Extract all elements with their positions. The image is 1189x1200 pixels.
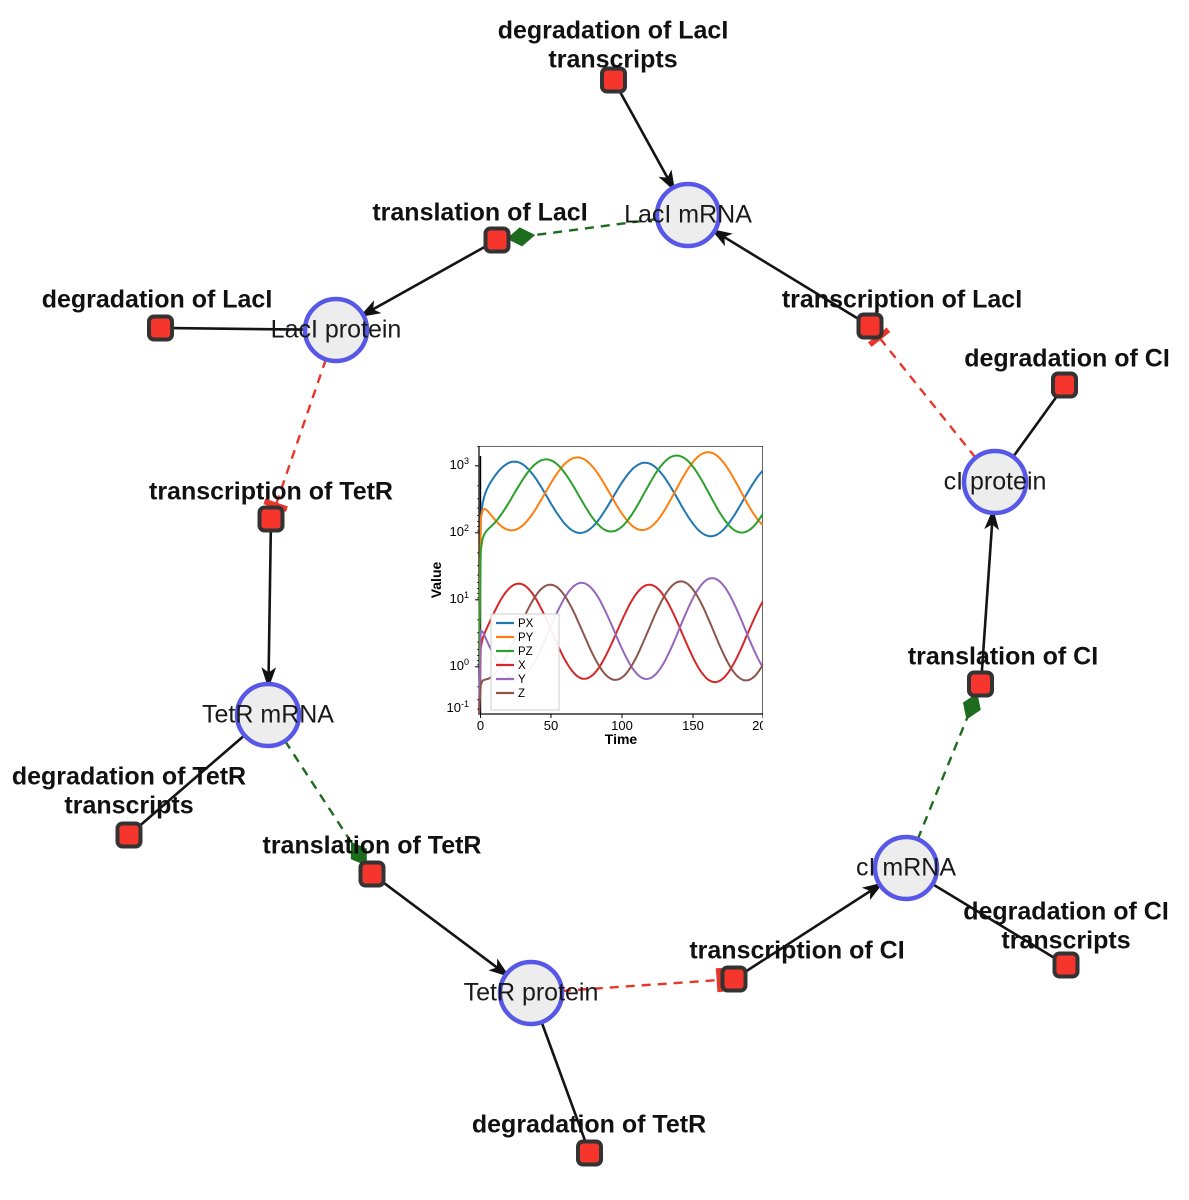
svg-text:Time: Time — [605, 731, 638, 747]
svg-text:Z: Z — [518, 688, 525, 700]
svg-text:150: 150 — [682, 718, 704, 733]
svg-text:103: 103 — [450, 456, 469, 472]
svg-text:PY: PY — [518, 632, 534, 644]
svg-text:50: 50 — [544, 718, 558, 733]
svg-text:10-1: 10-1 — [447, 699, 469, 715]
svg-text:Y: Y — [518, 674, 526, 686]
svg-text:X: X — [518, 660, 526, 672]
svg-text:PX: PX — [518, 618, 534, 630]
svg-text:PZ: PZ — [518, 646, 533, 658]
svg-text:102: 102 — [450, 523, 469, 539]
svg-text:100: 100 — [450, 657, 469, 673]
svg-text:0: 0 — [477, 718, 484, 733]
svg-text:Value: Value — [429, 562, 444, 599]
svg-text:200: 200 — [752, 718, 763, 733]
svg-text:101: 101 — [450, 590, 469, 606]
